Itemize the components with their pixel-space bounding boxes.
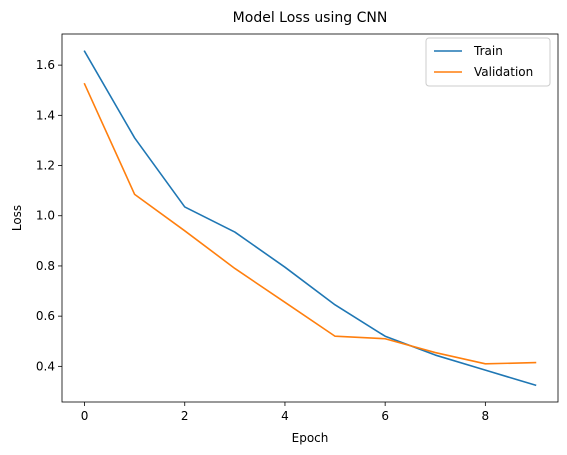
y-tick-label: 1.0 [36, 209, 55, 223]
legend-label-validation: Validation [474, 65, 533, 79]
x-tick-label: 0 [81, 409, 89, 423]
legend: Train Validation [425, 37, 551, 87]
x-tick-label: 8 [482, 409, 490, 423]
series-line-validation [83, 82, 537, 365]
y-tick-label: 1.2 [36, 159, 55, 173]
y-tick-label: 0.6 [36, 309, 55, 323]
x-tick-label: 6 [381, 409, 389, 423]
y-tick-label: 0.4 [36, 359, 55, 373]
x-axis-title: Epoch [292, 431, 329, 445]
y-tick-label: 1.4 [36, 108, 55, 122]
y-tick-label: 0.8 [36, 259, 55, 273]
legend-label-train: Train [473, 44, 503, 58]
series-lines [83, 50, 537, 387]
legend-box [425, 37, 551, 87]
y-tick-label: 1.6 [36, 58, 55, 72]
series-line-train [83, 50, 537, 387]
y-axis-title: Loss [10, 205, 24, 231]
x-tick-label: 4 [281, 409, 289, 423]
x-tick-label: 2 [181, 409, 189, 423]
chart-title: Model Loss using CNN [233, 10, 388, 26]
plot-frame [61, 33, 559, 403]
axis-ticks: 0 2 4 6 8 0.4 0.6 0.8 1.0 1.2 1.4 1.6 [36, 58, 489, 423]
